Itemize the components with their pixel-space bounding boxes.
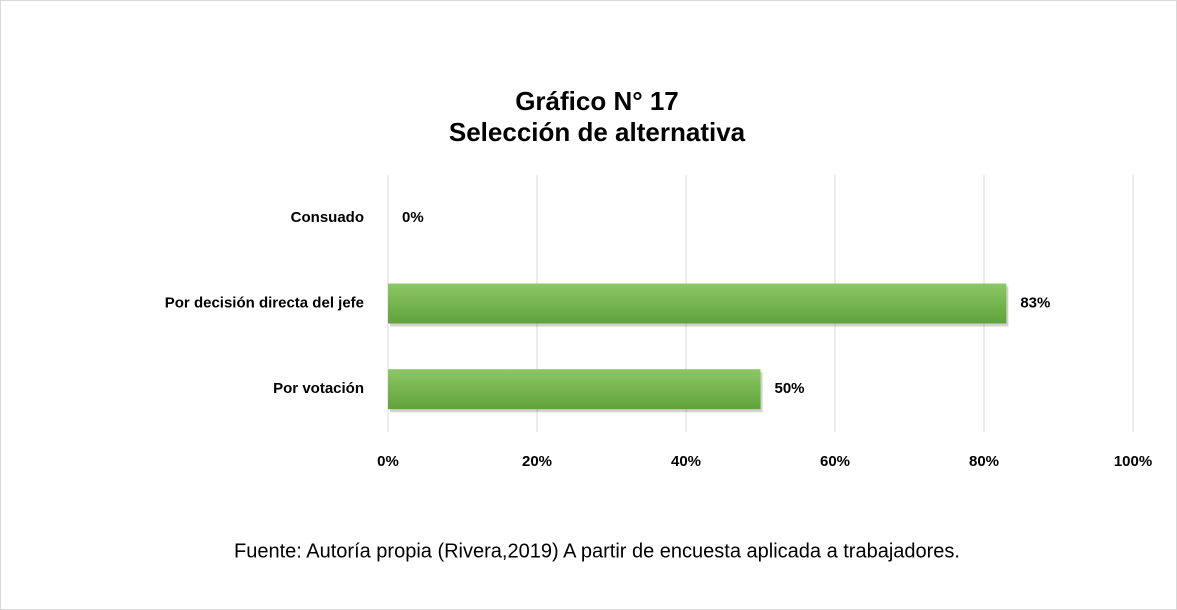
x-tick-label: 0% <box>377 453 399 470</box>
x-tick-label: 20% <box>522 453 552 470</box>
x-tick-label: 100% <box>1114 453 1152 470</box>
data-label: 50% <box>775 380 805 397</box>
y-tick-label: Por decisión directa del jefe <box>165 294 364 311</box>
caption: Fuente: Autoría propia (Rivera,2019) A p… <box>234 540 960 562</box>
x-tick-label: 40% <box>671 453 701 470</box>
x-tick-label: 60% <box>820 453 850 470</box>
y-tick-label: Por votación <box>273 380 364 397</box>
chart-subtitle: Selección de alternativa <box>449 117 746 147</box>
data-label: 0% <box>402 209 424 226</box>
x-tick-label: 80% <box>969 453 999 470</box>
chart-title: Gráfico N° 17 <box>515 86 679 116</box>
y-tick-label: Consuado <box>291 209 364 226</box>
bar <box>388 369 761 410</box>
data-label: 83% <box>1020 294 1050 311</box>
bar <box>388 283 1007 324</box>
